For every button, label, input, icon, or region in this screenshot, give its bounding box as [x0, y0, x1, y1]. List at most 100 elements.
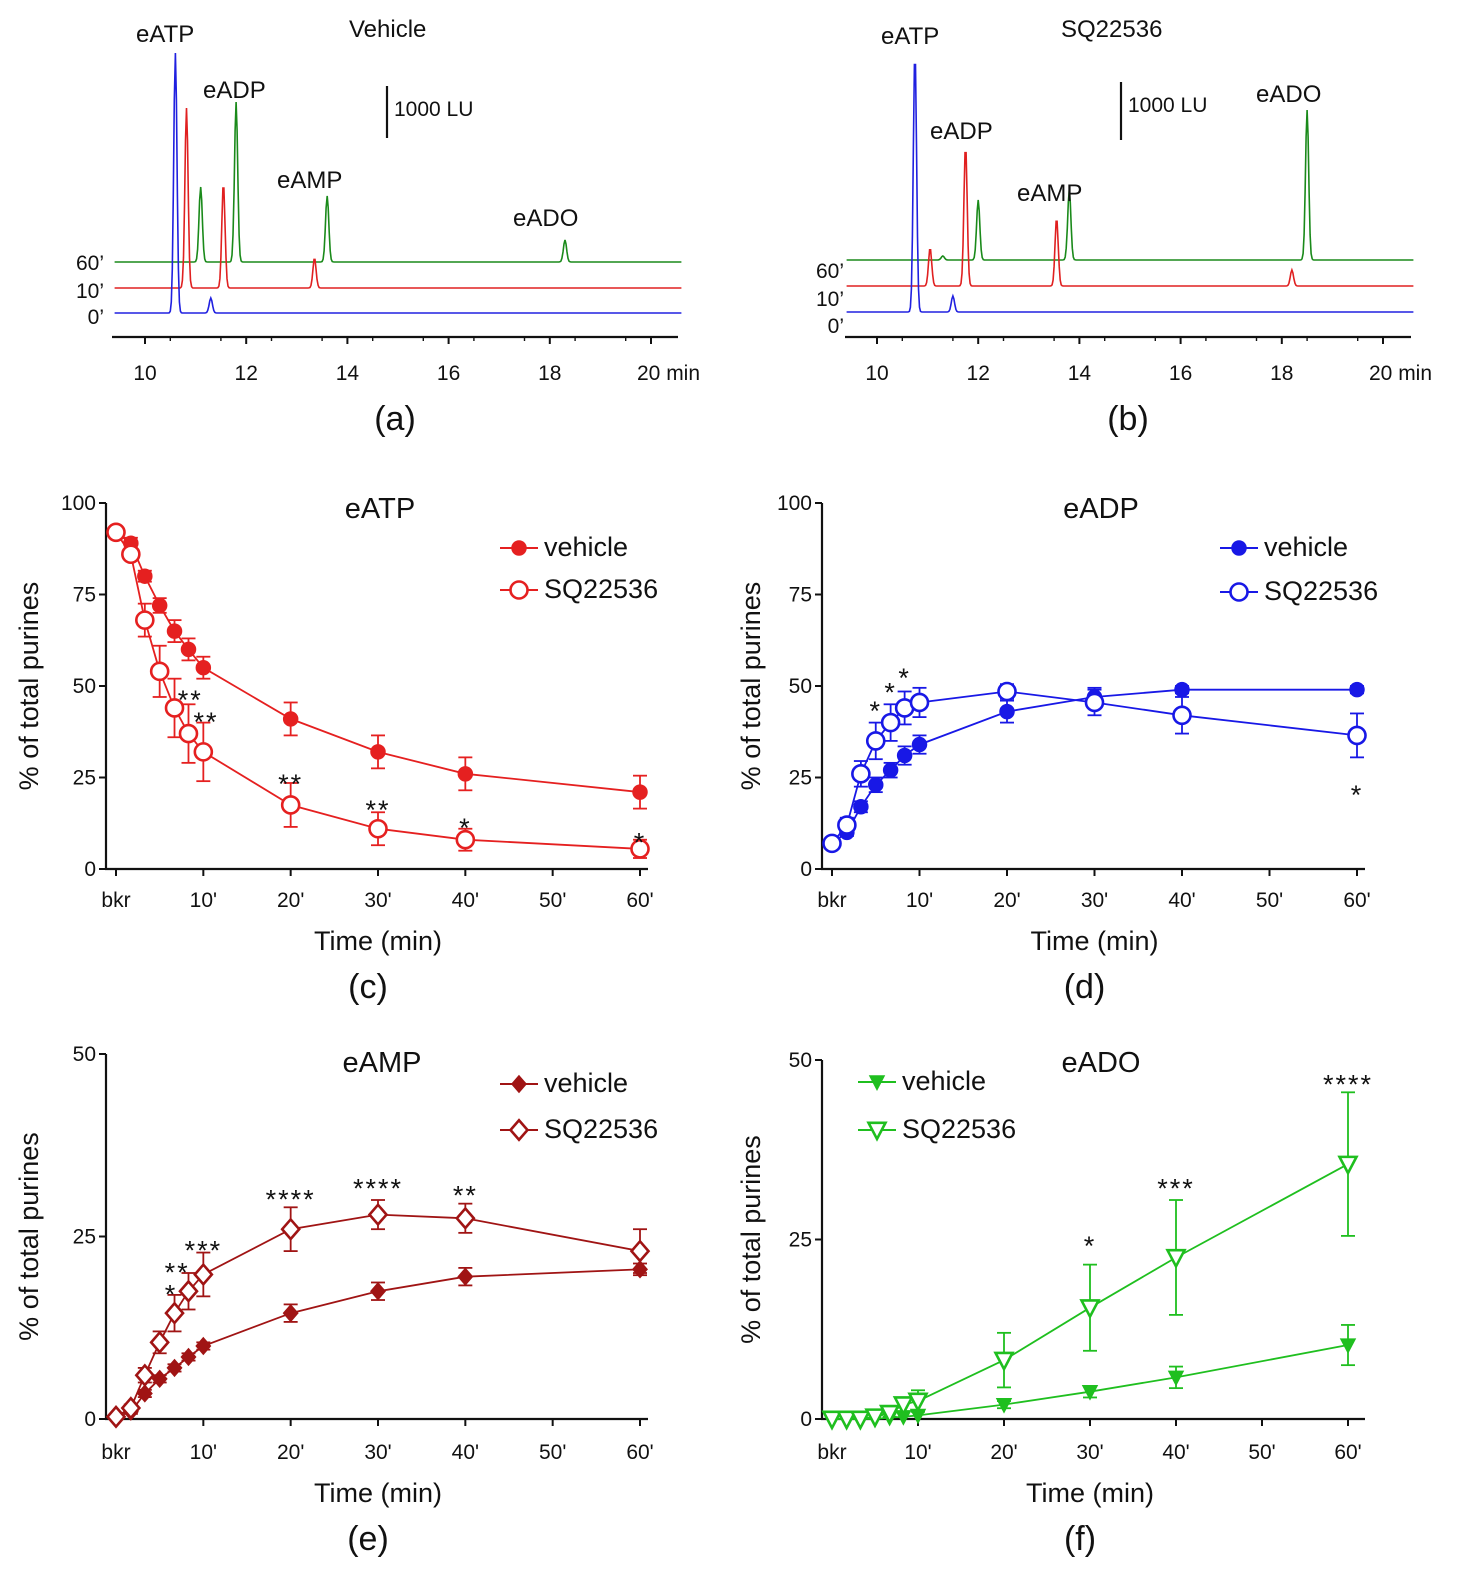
y-tick-label: 50 — [73, 1043, 96, 1066]
y-tick-label: 0 — [84, 1408, 96, 1431]
x-tick-label: 18 — [538, 362, 561, 385]
legend-marker — [508, 1118, 530, 1142]
x-tick-label: 14 — [336, 362, 360, 385]
trace-label: 10’ — [816, 288, 844, 311]
legend-entry-vehicle: vehicle — [500, 1068, 628, 1098]
data-point — [195, 659, 212, 676]
x-tick-label: 18 — [1270, 362, 1293, 385]
legend-label: vehicle — [544, 532, 628, 562]
legend-entry-sq22536: SQ22536 — [500, 574, 658, 604]
x-tick-label: 20' — [990, 1441, 1017, 1464]
data-point — [368, 818, 388, 839]
data-point — [180, 641, 197, 658]
data-point — [193, 742, 214, 762]
significance-marker: **** — [353, 1173, 403, 1203]
data-point — [370, 1282, 386, 1301]
data-point — [193, 1262, 214, 1287]
y-tick-label: 75 — [789, 584, 812, 607]
x-tick-label: 30' — [1076, 1441, 1103, 1464]
series-sq22536 — [106, 522, 650, 859]
data-point — [632, 784, 648, 800]
peak-label: eADP — [203, 77, 266, 104]
trace-1 — [114, 107, 682, 289]
x-axis-title: Time (min) — [314, 1478, 442, 1508]
y-tick-label: 25 — [789, 767, 812, 790]
data-point — [280, 795, 301, 815]
series-sq22536 — [822, 681, 1367, 854]
y-tick-label: 0 — [800, 1408, 812, 1431]
x-axis-title: Time (min) — [314, 926, 442, 956]
x-tick-label: 20 min — [637, 362, 700, 385]
timecourse-panel-f: 0 25 50 bkr 10' 20' 30' 40' 50' 60' Time (min) % of… — [736, 1047, 1371, 1558]
y-axis-title: % of total purines — [736, 582, 766, 791]
legend-marker — [511, 540, 527, 556]
data-point — [629, 1239, 651, 1263]
x-tick-label: 30' — [364, 889, 391, 912]
panel-label: (b) — [1107, 400, 1149, 438]
peak-label: eATP — [881, 23, 939, 50]
y-tick-label: 25 — [789, 1229, 812, 1252]
y-tick-label: 75 — [73, 584, 96, 607]
x-tick-label: 50' — [539, 889, 566, 912]
data-point — [1081, 1385, 1099, 1401]
data-point — [151, 1369, 168, 1389]
data-point — [995, 1397, 1013, 1414]
data-point — [282, 1303, 299, 1323]
data-point — [121, 544, 141, 565]
data-point — [909, 692, 930, 713]
data-point — [853, 799, 869, 815]
peak-label: eATP — [136, 21, 194, 48]
data-point — [1349, 681, 1365, 698]
significance-marker: * — [1351, 780, 1364, 810]
trace-0 — [846, 109, 1414, 261]
data-point — [280, 1217, 301, 1241]
x-tick-label: 10 — [865, 362, 888, 385]
x-tick-label: 10' — [906, 889, 933, 912]
x-tick-label: 50' — [539, 1441, 566, 1464]
data-point — [370, 744, 386, 760]
data-point — [457, 766, 474, 782]
trace-label: 60’ — [816, 260, 844, 283]
data-point — [457, 1267, 474, 1286]
data-point — [822, 833, 842, 854]
legend-marker — [1229, 582, 1249, 602]
series-sq22536 — [105, 1199, 651, 1429]
panel-label: (a) — [374, 400, 416, 438]
legend-label: SQ22536 — [1264, 576, 1378, 606]
data-point — [1165, 1248, 1187, 1270]
x-tick-label: 12 — [967, 362, 990, 385]
x-tick-label: 40' — [1168, 889, 1195, 912]
trace-2 — [846, 63, 1414, 313]
data-point — [195, 1336, 212, 1356]
significance-marker: * — [884, 678, 897, 708]
legend-label: vehicle — [902, 1066, 986, 1096]
data-point — [149, 1330, 170, 1355]
data-point — [367, 1202, 389, 1227]
trace-1 — [846, 151, 1414, 287]
significance-marker: * — [165, 1279, 178, 1309]
legend-entry-sq22536: SQ22536 — [858, 1114, 1016, 1144]
data-point — [180, 1347, 197, 1367]
significance-marker: * — [459, 813, 472, 843]
x-tick-label: 60' — [1343, 889, 1370, 912]
legend-marker — [868, 1075, 886, 1091]
data-point — [282, 711, 299, 727]
scale-bar-label: 1000 LU — [394, 98, 473, 121]
timecourse-panel-c: 0 25 50 75 100 bkr 10' 20' 30' 40' 50' 60' Time (min… — [14, 492, 658, 1006]
x-tick-label: 12 — [235, 362, 258, 385]
data-point — [151, 597, 168, 614]
x-tick-label: 20 min — [1369, 362, 1432, 385]
data-point — [896, 747, 913, 764]
y-tick-label: 0 — [800, 858, 812, 881]
x-tick-label: 40' — [1162, 1441, 1189, 1464]
data-point — [1339, 1338, 1357, 1355]
x-tick-label: 10' — [190, 889, 217, 912]
x-tick-label: 30' — [364, 1441, 391, 1464]
data-point — [137, 568, 153, 584]
y-tick-label: 50 — [73, 675, 96, 698]
legend-entry-vehicle: vehicle — [858, 1066, 986, 1096]
x-tick-label: 14 — [1068, 362, 1092, 385]
trace-label: 0’ — [828, 315, 844, 338]
data-point — [1337, 1155, 1359, 1176]
chart-title: eADP — [1063, 493, 1139, 525]
